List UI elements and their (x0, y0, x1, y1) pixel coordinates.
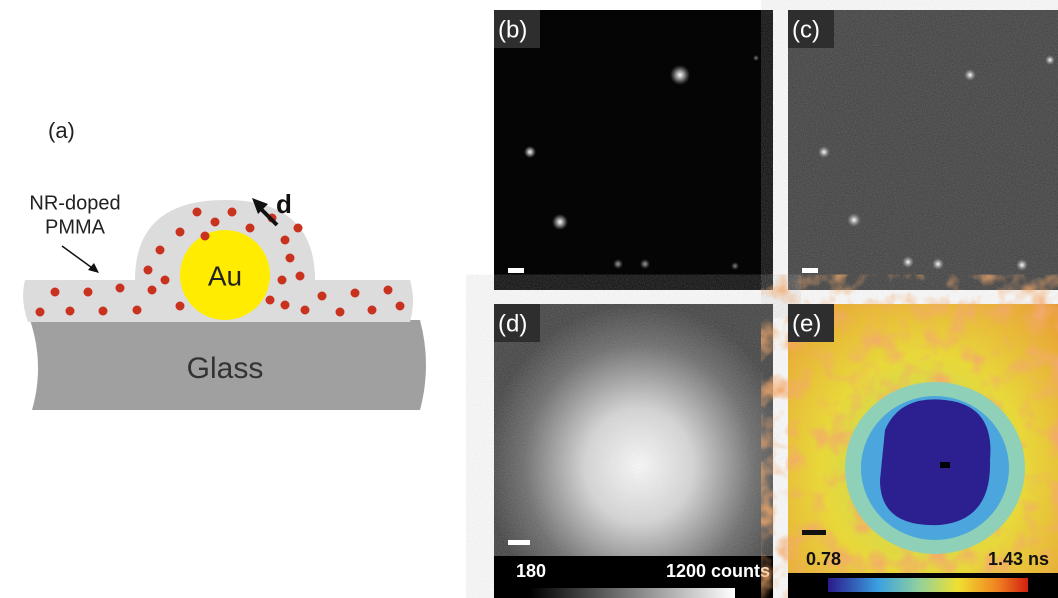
colorbar (828, 578, 1028, 592)
emitter-spot (902, 256, 914, 268)
panel-label: (d) (498, 310, 527, 337)
center-pixel (940, 462, 950, 468)
emitter-spot (818, 146, 830, 158)
emitter-spot (932, 258, 944, 270)
panel-e: (e) 0.78 1.43 ns (788, 304, 1058, 598)
image (494, 10, 773, 290)
colorbar (530, 588, 735, 598)
center-region (880, 399, 990, 525)
pointer-arrow (62, 246, 95, 270)
image-noise (494, 304, 773, 598)
particle-label: Au (208, 260, 242, 291)
emitter-spot (613, 259, 623, 269)
emitter-spot (670, 65, 690, 85)
emitter-spot (964, 69, 976, 81)
panel-d: (d) 180 1200 counts (494, 304, 773, 598)
emitter-spot (1045, 55, 1055, 65)
panel-c: (c) (788, 10, 1058, 290)
panel-label: (e) (792, 310, 821, 337)
emitter-spot (753, 55, 759, 61)
emitter-spot (524, 146, 536, 158)
pointer-arrow-head (88, 263, 99, 273)
scale-bar (802, 268, 818, 273)
panel-a: (a) d Au Glass NR-doped PMMA (23, 118, 426, 410)
emitter-spot (731, 262, 739, 270)
panel-label: (a) (48, 118, 75, 143)
colorbar-min: 0.78 (806, 549, 841, 569)
colorbar-max: 1.43 ns (988, 549, 1049, 569)
emitter-spot (1016, 259, 1028, 271)
emitter-spot (847, 213, 861, 227)
scale-bar (802, 530, 826, 535)
film-label: PMMA (45, 216, 106, 238)
substrate-label: Glass (187, 352, 264, 385)
colorbar-min: 180 (516, 561, 546, 581)
dipole-label: d (276, 189, 292, 219)
scale-bar (508, 268, 524, 273)
film-label: NR-doped (29, 192, 120, 214)
figure: (a) d Au Glass NR-doped PMMA (0, 0, 1058, 598)
colorbar-max: 1200 counts (666, 561, 770, 581)
panel-b: (b) (494, 10, 773, 290)
scale-bar (508, 540, 530, 545)
panel-label: (b) (498, 16, 527, 43)
panel-label: (c) (792, 16, 820, 43)
emitter-spot (552, 214, 568, 230)
emitter-spot (640, 259, 650, 269)
